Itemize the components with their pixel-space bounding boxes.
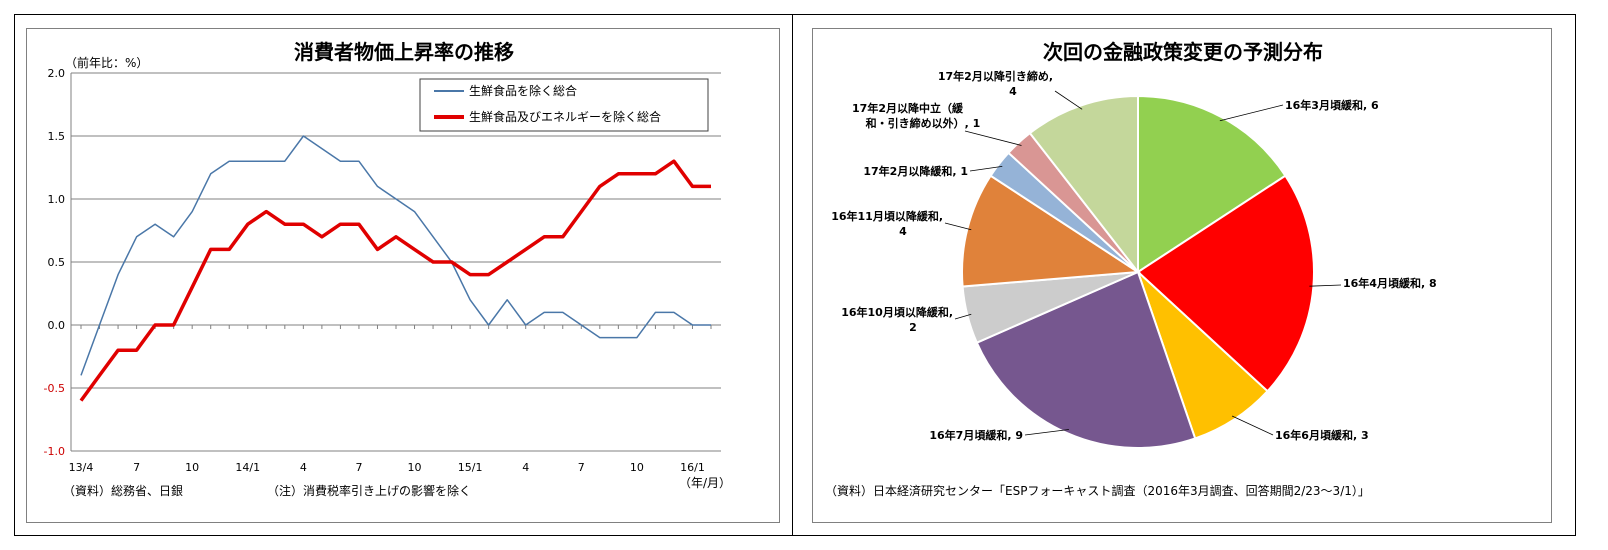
x-tick-label: 4 bbox=[300, 461, 307, 474]
pie-slice-label: 2 bbox=[909, 321, 917, 334]
pie-slice-label: 16年7月頃緩和, 9 bbox=[929, 428, 1023, 442]
legend-label-core-core: 生鮮食品及びエネルギーを除く総合 bbox=[469, 109, 661, 124]
series-line-core bbox=[80, 135, 711, 376]
pie-leader-line bbox=[1054, 90, 1083, 110]
series-line-core-core bbox=[79, 159, 711, 402]
y-tick-label: 1.5 bbox=[48, 130, 66, 143]
pie-slice bbox=[1136, 174, 1315, 393]
pie-slice-label: 4 bbox=[899, 225, 907, 238]
pie-slice bbox=[1137, 94, 1287, 274]
pie-leader-line bbox=[1024, 429, 1069, 436]
y-tick-label: -1.0 bbox=[44, 445, 65, 458]
left-footnote: （注）消費税率引き上げの影響を除く bbox=[267, 483, 471, 498]
x-tick-label: 10 bbox=[630, 461, 644, 474]
pie-slice-label: 16年11月頃以降緩和, bbox=[831, 209, 943, 223]
x-axis-unit: （年/月） bbox=[679, 476, 731, 490]
y-tick-label: -0.5 bbox=[44, 382, 65, 395]
x-tick-label: 4 bbox=[522, 461, 529, 474]
legend-label-core: 生鮮食品を除く総合 bbox=[469, 83, 577, 98]
x-tick-label: 16/1 bbox=[680, 461, 705, 474]
pie-leader-line bbox=[969, 165, 1003, 172]
legend-box bbox=[419, 78, 709, 132]
pie-slice-label: 16年4月頃緩和, 8 bbox=[1343, 276, 1437, 290]
line-chart: 消費者物価上昇率の推移 （前年比：%） 2.0 1.5 1.0 0.5 0.0 -0.5 -… bbox=[44, 40, 732, 498]
pie-slice-label: 17年2月以降引き締め, bbox=[938, 69, 1053, 83]
panel-divider bbox=[792, 14, 793, 536]
pie-slice-label: 16年3月頃緩和, 6 bbox=[1285, 98, 1379, 112]
x-tick-label: 7 bbox=[355, 461, 362, 474]
pie-leader-line bbox=[954, 313, 972, 320]
pie-slice-label: 4 bbox=[1009, 85, 1017, 98]
pie-slice-label: 和・引き締め以外）, 1 bbox=[866, 116, 981, 130]
pie-slice-label: 16年6月頃緩和, 3 bbox=[1275, 428, 1369, 442]
x-tick-label: 14/1 bbox=[235, 461, 260, 474]
pie-slice bbox=[1028, 94, 1139, 275]
y-tick-label: 1.0 bbox=[48, 193, 66, 206]
figure-frame bbox=[14, 14, 1576, 536]
right-source-note: （資料）日本経済研究センター「ESPフォーキャスト調査（2016年3月調査、回答… bbox=[825, 483, 1370, 498]
pie-slice-label: 16年10月頃以降緩和, bbox=[841, 305, 953, 319]
pie-leader-line bbox=[964, 130, 1022, 146]
pie-chart: 次回の金融政策変更の予測分布 16年3月頃緩和, 6 16年4月頃緩和, 8 16年… bbox=[825, 40, 1437, 498]
pie-leader-line bbox=[1309, 284, 1342, 287]
x-tick-label: 7 bbox=[578, 461, 585, 474]
pie-leader-line bbox=[1231, 415, 1274, 436]
pie-slice-label: 17年2月以降中立（緩 bbox=[852, 101, 964, 115]
pie-slice bbox=[975, 270, 1197, 449]
x-tick-label: 10 bbox=[185, 461, 199, 474]
y-tick-label: 0.5 bbox=[48, 256, 66, 269]
y-tick-label: 0.0 bbox=[48, 319, 66, 332]
line-chart-title: 消費者物価上昇率の推移 bbox=[294, 40, 514, 64]
x-tick-label: 15/1 bbox=[458, 461, 483, 474]
pie-chart-title: 次回の金融政策変更の予測分布 bbox=[1043, 40, 1323, 64]
line-chart-panel: 消費者物価上昇率の推移 （前年比：%） 2.0 1.5 1.0 0.5 0.0 -0.5 -… bbox=[26, 28, 780, 523]
pie-leader-line bbox=[1219, 104, 1284, 122]
x-tick-label: 7 bbox=[133, 461, 140, 474]
left-source-note: （資料）総務省、日銀 bbox=[63, 484, 183, 498]
y-axis-unit: （前年比：%） bbox=[65, 55, 148, 70]
x-tick-label: 10 bbox=[408, 461, 422, 474]
pie-slice-label: 17年2月以降緩和, 1 bbox=[863, 164, 968, 178]
y-tick-label: 2.0 bbox=[48, 67, 66, 80]
pie-leader-line bbox=[944, 222, 972, 231]
pie-chart-panel: 次回の金融政策変更の予測分布 16年3月頃緩和, 6 16年4月頃緩和, 8 16年… bbox=[812, 28, 1552, 523]
x-tick-label: 13/4 bbox=[69, 461, 94, 474]
